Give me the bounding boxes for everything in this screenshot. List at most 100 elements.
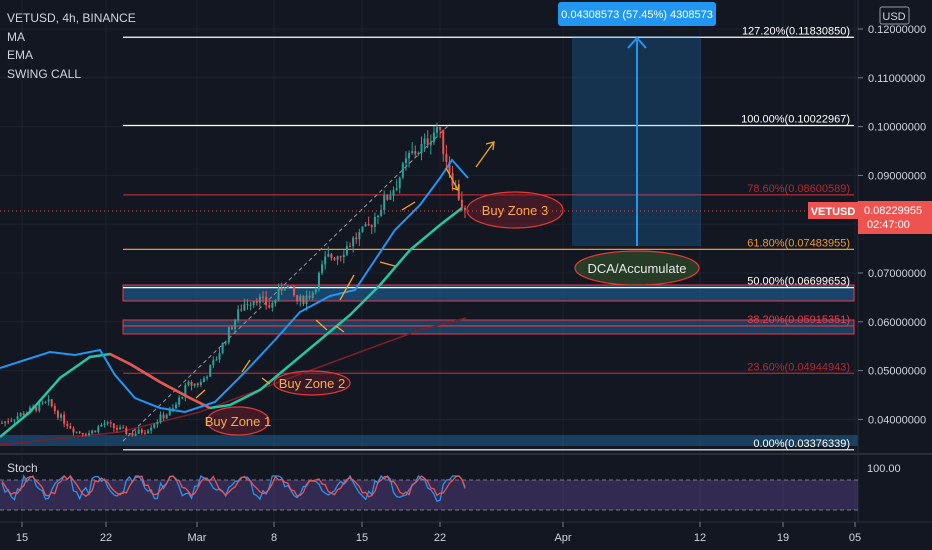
candle-body [230,327,233,330]
indicator-swing-call[interactable]: SWING CALL [7,66,82,81]
time-tick-label: 22 [100,532,112,544]
candle-body [398,177,401,189]
fib-zones [0,284,858,446]
buy-zone-2-label: Buy Zone 2 [279,376,346,391]
candle-body [159,414,162,422]
candle-body [190,381,193,386]
candle-body [97,426,100,433]
candle-body [165,414,168,419]
candle-body [150,427,153,431]
candle-body [283,287,286,291]
candle-body [345,246,348,255]
candle-body [22,413,25,415]
ma-line [0,158,469,414]
zone-band-base [0,435,858,446]
indicator-ema[interactable]: EMA [7,48,34,62]
price-tick-label: 0.07000000 [868,268,926,280]
candle-body [4,421,7,423]
candle-body [429,142,432,146]
candle-body [202,378,205,383]
candle-body [72,428,75,433]
trend-dashed-line [122,123,451,442]
candle-body [401,163,404,178]
price-tick-label: 0.05000000 [868,366,926,378]
candle-body [258,296,261,303]
fib-label: 61.80%(0.07483955) [747,237,850,249]
price-tick-label: 0.04000000 [868,414,926,426]
candle-body [321,264,324,273]
candle-body [215,359,218,361]
candle-body [302,295,305,305]
candle-body [386,195,389,200]
candle-body [439,127,442,130]
fib-lines: 127.20%(0.11830850) 100.00%(0.10022967) 78… [123,25,854,451]
candle-body [417,152,420,155]
candle-body [293,286,296,296]
candle-body [221,342,224,354]
candle-body [60,414,63,418]
candle-body [404,158,407,164]
candle-body [286,285,289,288]
time-tick-label: Apr [554,532,571,544]
candle-body [153,424,156,428]
candle-body [106,422,109,424]
symbol-tag [808,202,858,219]
candle-body [311,292,314,298]
candle-body [408,152,411,159]
candle-body [81,432,84,435]
candle-body [305,295,308,305]
candle-body [355,237,358,240]
candle-body [168,409,171,415]
candle-body [330,254,333,259]
candle-body [296,295,299,301]
candle-body [56,411,59,418]
time-tick-label: 19 [777,532,789,544]
candle-body [187,381,190,386]
time-axis[interactable]: 15 22 Mar 8 15 22 Apr 12 19 05 [16,522,861,544]
currency-box[interactable] [879,6,910,25]
candle-body [342,254,345,258]
candle-body [442,129,445,154]
swing-arrows [195,141,495,399]
candle-body [395,188,398,191]
candle-body [249,304,252,306]
candle-body [367,224,370,226]
candle-body [243,304,246,311]
candle-body [181,397,184,399]
candle-body [271,303,274,308]
fib-label: 127.20%(0.11830850) [742,25,850,37]
candle-body [339,256,342,258]
measure-label: 0.04308573 (57.45%) 4308573 [561,9,713,21]
candle-body [156,421,159,425]
price-tick-label: 0.12000000 [868,24,926,36]
candle-body [280,287,283,291]
stoch-d-line [1,474,466,498]
dca-label: DCA/Accumulate [588,261,687,276]
candle-body [436,127,439,133]
candle-body [13,419,16,421]
candle-body [237,309,240,321]
chart-legend: VETUSD, 4h, BINANCE MA EMA SWING CALL [7,9,136,83]
candle-body [265,296,268,306]
candle-body [411,151,414,153]
buy-zone-3-label: Buy Zone 3 [482,203,549,218]
candle-body [234,320,237,330]
candle-body [352,237,355,247]
indicator-ma[interactable]: MA [7,29,25,44]
candle-body [184,385,187,398]
last-price-countdown: 02:47:00 [867,219,910,231]
candle-body [44,401,47,403]
buy-zone-1-label: Buy Zone 1 [205,414,272,429]
last-price-value: 0.08229955 [864,205,922,217]
candle-body [162,414,165,419]
candle-body [246,304,249,306]
candle-body [308,295,311,298]
candle-body [75,431,78,433]
candle-body [380,209,383,216]
candle-body [84,434,87,436]
symbol-line[interactable]: VETUSD, 4h, BINANCE [7,11,136,25]
candle-body [358,232,361,240]
candle-body [376,215,379,217]
